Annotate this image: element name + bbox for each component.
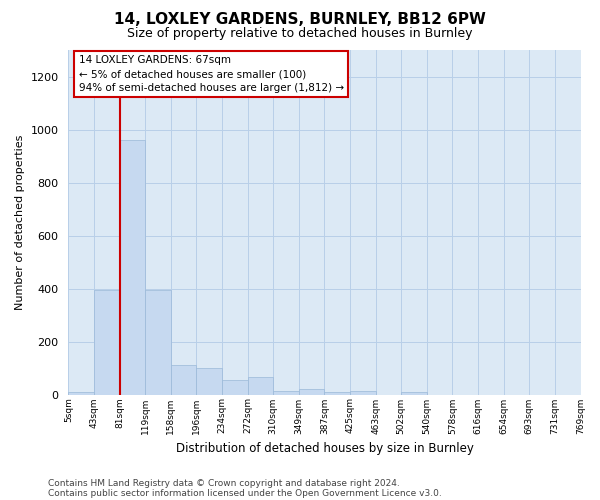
Text: Contains HM Land Registry data © Crown copyright and database right 2024.: Contains HM Land Registry data © Crown c… — [48, 478, 400, 488]
Bar — [68, 392, 94, 394]
Text: 14 LOXLEY GARDENS: 67sqm
← 5% of detached houses are smaller (100)
94% of semi-d: 14 LOXLEY GARDENS: 67sqm ← 5% of detache… — [79, 55, 344, 93]
Bar — [248, 378, 273, 394]
Bar — [94, 290, 119, 395]
Text: Contains public sector information licensed under the Open Government Licence v3: Contains public sector information licen… — [48, 488, 442, 498]
Bar — [350, 390, 376, 394]
Bar — [401, 392, 427, 394]
Bar — [222, 380, 248, 394]
Bar — [325, 392, 350, 394]
Y-axis label: Number of detached properties: Number of detached properties — [15, 134, 25, 310]
Text: 14, LOXLEY GARDENS, BURNLEY, BB12 6PW: 14, LOXLEY GARDENS, BURNLEY, BB12 6PW — [114, 12, 486, 28]
Bar — [299, 389, 325, 394]
Bar — [145, 290, 171, 395]
Bar — [273, 390, 299, 394]
Bar — [119, 140, 145, 394]
Text: Size of property relative to detached houses in Burnley: Size of property relative to detached ho… — [127, 28, 473, 40]
Bar — [196, 368, 222, 394]
Bar — [171, 366, 196, 394]
X-axis label: Distribution of detached houses by size in Burnley: Distribution of detached houses by size … — [176, 442, 473, 455]
